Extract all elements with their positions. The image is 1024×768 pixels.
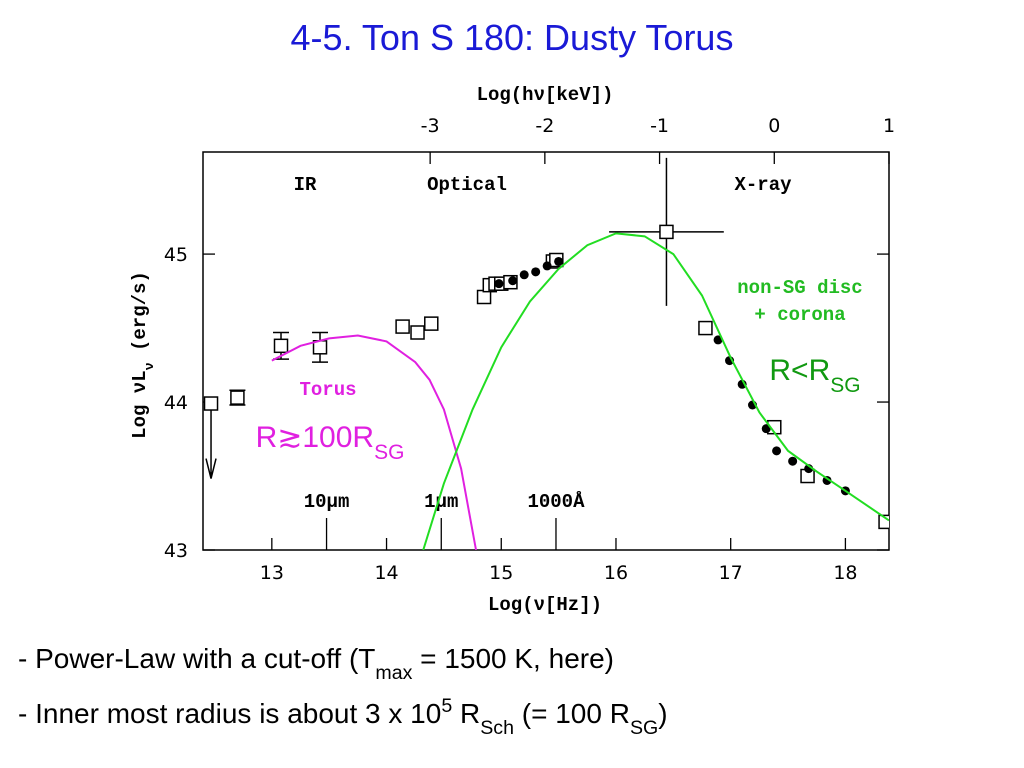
x-tick-label: 18 bbox=[833, 562, 857, 584]
data-point bbox=[519, 270, 529, 280]
x2-tick-label: -2 bbox=[535, 115, 554, 137]
wavelength-label: 10μm bbox=[304, 491, 350, 513]
model-curve bbox=[422, 232, 889, 550]
data-point bbox=[508, 276, 518, 286]
data-point bbox=[659, 224, 674, 240]
annotation: R≳100RSG bbox=[256, 421, 405, 464]
x-tick-label: 13 bbox=[260, 562, 284, 584]
data-point bbox=[554, 256, 564, 266]
annotation-part: + corona bbox=[754, 304, 845, 326]
bullet-part: 5 bbox=[441, 695, 452, 717]
annotation-part: R≳100R bbox=[256, 421, 375, 454]
x2-tick-label: 1 bbox=[883, 115, 895, 137]
annotation-part: IR bbox=[294, 174, 317, 196]
bullet-part: Sch bbox=[480, 717, 514, 739]
bullet-part: R bbox=[452, 698, 480, 729]
annotation-part: SG bbox=[830, 374, 860, 397]
y-axis-title-part: (erg/s) bbox=[129, 271, 151, 362]
bullet-part: SG bbox=[630, 717, 658, 739]
x-tick-label: 15 bbox=[489, 562, 513, 584]
data-point bbox=[761, 424, 771, 434]
x2-axis-title: Log(hν[keV]) bbox=[477, 84, 614, 106]
x-axis-title: Log(ν[Hz]) bbox=[488, 594, 602, 616]
x-tick-label: 14 bbox=[374, 562, 398, 584]
data-point bbox=[395, 319, 410, 334]
bullet-part: - Inner most radius is about 3 x 10 bbox=[18, 698, 441, 729]
annotation-part: Torus bbox=[299, 379, 356, 401]
y-tick-label: 44 bbox=[164, 392, 188, 414]
bullet-part: - Power-Law with a cut-off (T bbox=[18, 643, 375, 674]
data-point bbox=[698, 320, 713, 336]
annotation-part: X-ray bbox=[734, 174, 792, 196]
annotation-part: SG bbox=[374, 441, 404, 464]
data-point bbox=[494, 279, 504, 289]
data-point bbox=[713, 335, 723, 345]
annotation: X-ray bbox=[734, 174, 792, 196]
annotation-part: non-SG disc bbox=[737, 277, 862, 299]
annotation: Torus bbox=[299, 379, 356, 401]
wavelength-label: 1000Å bbox=[527, 491, 585, 513]
bullet-part: max bbox=[375, 662, 412, 684]
data-point bbox=[273, 338, 289, 354]
bullet-part: ) bbox=[658, 698, 667, 729]
upper-limit-arrow bbox=[205, 410, 217, 479]
x2-tick-label: 0 bbox=[768, 115, 780, 137]
bullet-part: (= 100 R bbox=[514, 698, 630, 729]
data-point bbox=[230, 390, 245, 405]
annotation: Optical bbox=[427, 174, 507, 196]
plot-frame bbox=[202, 151, 890, 551]
data-point bbox=[476, 289, 492, 305]
annotation-part: R<R bbox=[769, 354, 830, 387]
data-point bbox=[531, 267, 541, 277]
y-axis-title-part: Log νL bbox=[129, 370, 151, 438]
data-point bbox=[424, 316, 439, 331]
annotation: R<RSG bbox=[769, 354, 860, 397]
data-point bbox=[203, 396, 219, 411]
annotation: + corona bbox=[754, 304, 845, 326]
annotation: non-SG disc bbox=[737, 277, 862, 299]
plot-area bbox=[203, 157, 889, 550]
annotation: IR bbox=[294, 174, 317, 196]
data-point bbox=[410, 325, 425, 340]
x2-tick-label: -1 bbox=[650, 115, 669, 137]
data-point bbox=[542, 261, 552, 271]
wavelength-label: 1μm bbox=[424, 491, 458, 513]
bullet: - Power-Law with a cut-off (Tmax = 1500 … bbox=[18, 643, 614, 684]
x-tick-label: 17 bbox=[719, 562, 743, 584]
data-point bbox=[878, 514, 889, 530]
data-point bbox=[788, 456, 798, 466]
x2-tick-label: -3 bbox=[421, 115, 440, 137]
model-curve bbox=[271, 334, 478, 550]
annotation-part: Optical bbox=[427, 174, 507, 196]
bullet: - Inner most radius is about 3 x 105 RSc… bbox=[18, 695, 668, 739]
x-tick-label: 16 bbox=[604, 562, 628, 584]
bullet-part: = 1500 K, here) bbox=[412, 643, 614, 674]
y-axis-title: Log νLν (erg/s) bbox=[129, 271, 157, 439]
data-point bbox=[822, 475, 832, 485]
y-tick-label: 43 bbox=[164, 540, 188, 562]
y-axis-title-part: ν bbox=[142, 362, 157, 370]
y-tick-label: 45 bbox=[164, 244, 188, 266]
slide-title: 4-5. Ton S 180: Dusty Torus bbox=[291, 17, 734, 58]
data-point bbox=[772, 446, 782, 456]
